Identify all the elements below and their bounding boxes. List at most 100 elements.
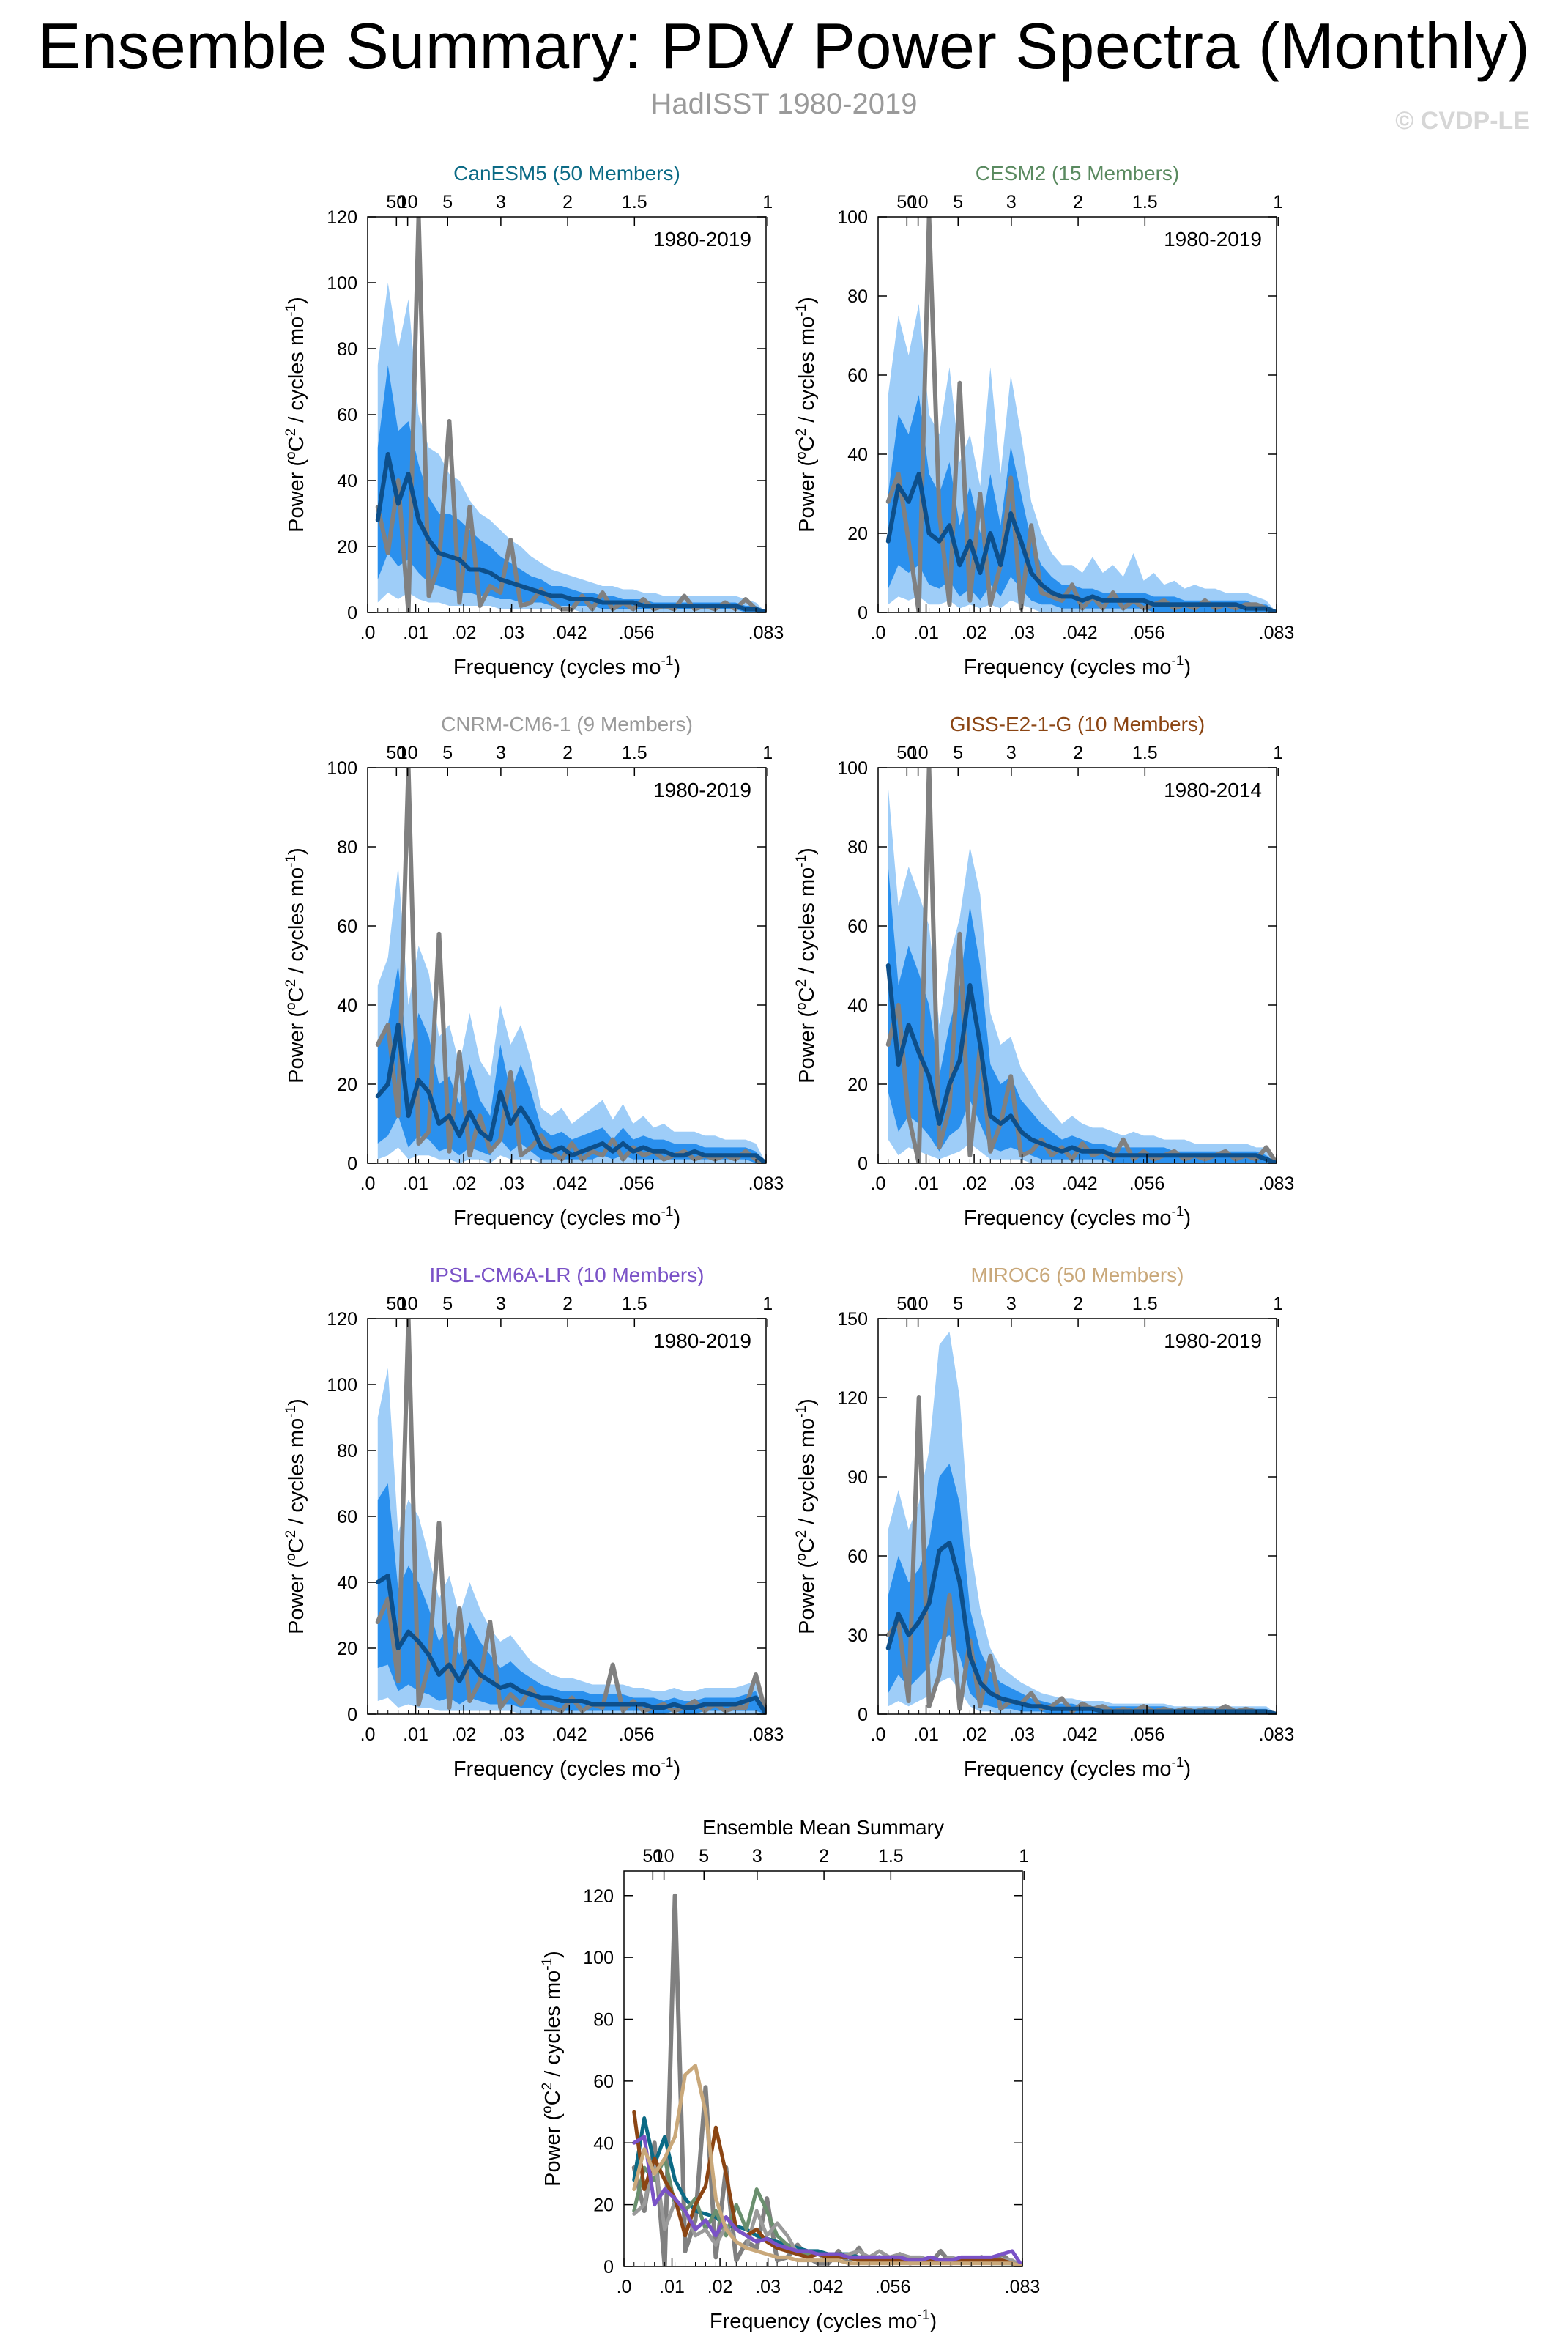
x-tick-label-6-0: .0: [617, 2277, 632, 2297]
y-tick-label-5-1: 30: [847, 1626, 868, 1646]
y-tick-label-1-1: 20: [847, 524, 868, 544]
top-tick-label-2-0: 50: [386, 743, 406, 763]
top-tick-label-6-2: 5: [699, 1846, 709, 1867]
x-axis-label-6: Frequency (cycles mo-1): [710, 2308, 937, 2333]
y-tick-label-0-3: 60: [337, 405, 357, 426]
y-tick-label-4-3: 60: [337, 1507, 357, 1527]
x-tick-label-4-6: .083: [748, 1724, 784, 1745]
series-line-6-4: [632, 2135, 1022, 2266]
x-tick-label-0-2: .02: [451, 623, 477, 643]
chart-title-4: IPSL-CM6A-LR (10 Members): [430, 1264, 705, 1286]
plot-area-5: [885, 1332, 1277, 1714]
top-tick-label-2-2: 5: [442, 743, 453, 763]
chart-title-0: CanESM5 (50 Members): [453, 162, 680, 185]
x-axis-label-2: Frequency (cycles mo-1): [453, 1204, 680, 1230]
y-tick-label-6-2: 40: [593, 2133, 614, 2154]
top-tick-label-2-6: 1: [762, 743, 773, 763]
plot-area-1: [885, 217, 1277, 612]
y-tick-label-6-0: 0: [603, 2257, 614, 2277]
top-tick-label-4-3: 3: [496, 1294, 506, 1314]
y-tick-label-0-0: 0: [347, 603, 357, 623]
x-tick-label-6-4: .042: [808, 2277, 844, 2297]
x-tick-label-1-5: .056: [1129, 623, 1165, 643]
top-tick-label-0-6: 1: [762, 192, 773, 212]
x-tick-label-2-3: .03: [499, 1174, 524, 1194]
chart-title-2: CNRM-CM6-1 (9 Members): [441, 713, 693, 735]
top-tick-label-6-0: 50: [642, 1846, 663, 1867]
x-tick-label-0-3: .03: [499, 623, 524, 643]
y-tick-label-3-4: 80: [847, 837, 868, 858]
top-tick-label-1-6: 1: [1273, 192, 1283, 212]
x-tick-label-3-1: .01: [913, 1174, 939, 1194]
chart-panel-5: MIROC6 (50 Members) .0 .01 .02 .03 .042 .056 .0…: [794, 1264, 1294, 1781]
x-tick-label-4-1: .01: [403, 1724, 428, 1745]
y-tick-label-1-3: 60: [847, 366, 868, 386]
top-tick-label-5-6: 1: [1273, 1294, 1283, 1314]
page-title: Ensemble Summary: PDV Power Spectra (Mon…: [37, 10, 1531, 82]
x-tick-label-1-2: .02: [962, 623, 987, 643]
top-tick-label-5-0: 50: [896, 1294, 917, 1314]
x-axis-label-0: Frequency (cycles mo-1): [453, 653, 680, 679]
top-tick-label-3-4: 2: [1073, 743, 1083, 763]
y-axis-label-1: Power (oC2 / cycles mo-1): [794, 297, 819, 533]
top-tick-label-6-1: 10: [654, 1846, 675, 1867]
x-axis-label-5: Frequency (cycles mo-1): [964, 1755, 1191, 1781]
top-tick-label-6-6: 1: [1019, 1846, 1029, 1867]
chart-panel-4: IPSL-CM6A-LR (10 Members) .0 .01 .02 .03 .042…: [283, 1264, 784, 1781]
x-tick-label-1-6: .083: [1259, 623, 1295, 643]
y-tick-label-4-5: 100: [327, 1375, 357, 1395]
x-tick-label-1-4: .042: [1062, 623, 1098, 643]
x-tick-label-5-4: .042: [1062, 1724, 1098, 1745]
copyright-text: © CVDP-LE: [1395, 107, 1530, 135]
chart-panel-1: CESM2 (15 Members) .0 .01 .02 .03 .042 .056 .08…: [794, 162, 1294, 679]
y-tick-label-1-2: 40: [847, 445, 868, 465]
x-tick-label-0-0: .0: [360, 623, 376, 643]
top-tick-label-5-2: 5: [953, 1294, 963, 1314]
top-tick-label-2-4: 2: [562, 743, 573, 763]
x-tick-label-2-2: .02: [451, 1174, 477, 1194]
y-axis-label-4: Power (oC2 / cycles mo-1): [283, 1398, 308, 1634]
y-axis-label-0: Power (oC2 / cycles mo-1): [283, 297, 308, 533]
band-outer-0: [377, 283, 766, 612]
x-tick-label-1-3: .03: [1009, 623, 1035, 643]
chart-panel-6: Ensemble Mean Summary .0 .01 .02 .03 .042 .056…: [540, 1816, 1040, 2333]
plot-area-2: [375, 768, 766, 1163]
x-tick-label-6-1: .01: [659, 2277, 685, 2297]
top-tick-label-5-1: 10: [908, 1294, 929, 1314]
top-tick-label-5-4: 2: [1073, 1294, 1083, 1314]
top-tick-label-6-4: 2: [819, 1846, 829, 1867]
plot-area-3: [885, 768, 1277, 1163]
plot-area-4: [375, 1319, 766, 1714]
top-tick-label-3-6: 1: [1273, 743, 1283, 763]
top-tick-label-5-3: 3: [1006, 1294, 1017, 1314]
band-outer-4: [377, 1368, 766, 1714]
y-tick-label-1-4: 80: [847, 286, 868, 307]
chart-panel-3: GISS-E2-1-G (10 Members) .0 .01 .02 .03 .042.…: [794, 713, 1294, 1230]
top-tick-label-1-3: 3: [1006, 192, 1017, 212]
top-tick-label-2-3: 3: [496, 743, 506, 763]
x-tick-label-4-2: .02: [451, 1724, 477, 1745]
y-tick-label-5-2: 60: [847, 1546, 868, 1567]
top-tick-label-6-3: 3: [752, 1846, 762, 1867]
top-tick-label-5-5: 1.5: [1132, 1294, 1158, 1314]
x-tick-label-0-4: .042: [551, 623, 587, 643]
top-tick-label-4-2: 5: [442, 1294, 453, 1314]
x-tick-label-1-1: .01: [913, 623, 939, 643]
y-tick-label-0-6: 120: [327, 207, 357, 228]
y-tick-label-5-5: 150: [837, 1309, 868, 1330]
y-tick-label-2-4: 80: [337, 837, 357, 858]
x-tick-label-1-0: .0: [871, 623, 886, 643]
x-tick-label-3-4: .042: [1062, 1174, 1098, 1194]
y-tick-label-0-4: 80: [337, 339, 357, 360]
chart-panel-0: CanESM5 (50 Members) .0 .01 .02 .03 .042 .056.…: [283, 162, 784, 679]
mean-line-3: [885, 963, 1277, 1163]
x-tick-label-2-5: .056: [619, 1174, 655, 1194]
top-tick-label-4-5: 1.5: [622, 1294, 647, 1314]
period-label-5: 1980-2019: [1164, 1330, 1262, 1352]
y-tick-label-1-5: 100: [837, 207, 868, 228]
x-tick-label-0-6: .083: [748, 623, 784, 643]
top-tick-label-0-1: 10: [398, 192, 418, 212]
period-label-4: 1980-2019: [653, 1330, 751, 1352]
x-tick-label-2-6: .083: [748, 1174, 784, 1194]
